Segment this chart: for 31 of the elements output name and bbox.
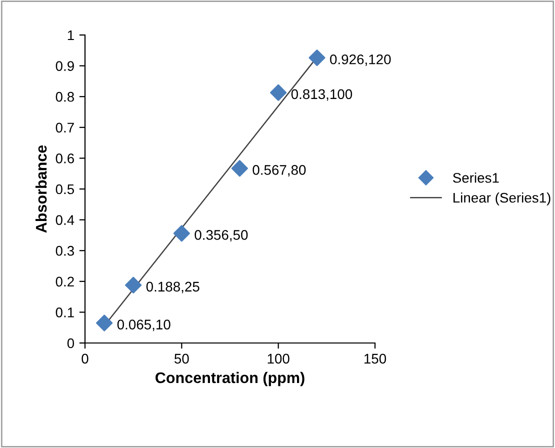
- annotation: 0.813,100: [291, 89, 352, 101]
- point: [173, 225, 190, 242]
- annotation: 0.188,25: [146, 282, 200, 294]
- y-tick-label: 0.1: [56, 308, 74, 318]
- y-tick-label: 0.5: [56, 184, 74, 194]
- annotation: 0.356,50: [194, 230, 248, 242]
- legend-label: Linear (Series1): [454, 192, 550, 206]
- y-tick-label: 0.2: [56, 276, 74, 287]
- y-axis-title: Absorbance: [35, 145, 47, 233]
- y-tick-label: 0: [67, 338, 74, 348]
- point: [96, 314, 113, 332]
- x-axis-title: Concentration (ppm): [156, 372, 304, 386]
- y-tick-label: 0.8: [56, 92, 74, 102]
- x-tick-label: 150: [364, 354, 386, 364]
- point: [270, 84, 287, 101]
- y-tick-label: 1: [68, 30, 74, 40]
- x-tick-label: 0: [82, 354, 88, 364]
- y-tick-label: 0.9: [56, 61, 74, 71]
- y-tick-label: 0.3: [56, 246, 74, 256]
- point: [231, 160, 248, 177]
- point: [308, 49, 326, 66]
- y-tick-label: 0.6: [56, 154, 74, 164]
- legend-label: Series1: [453, 172, 499, 183]
- y-tick-label: 0.7: [56, 122, 74, 133]
- annotation: 0.926,120: [330, 54, 391, 66]
- x-tick-label: 100: [268, 354, 290, 364]
- y-tick-label: 0.4: [56, 215, 74, 225]
- annotation: 0.065,10: [117, 320, 170, 332]
- annotation: 0.567,80: [252, 165, 306, 177]
- point: [125, 276, 142, 294]
- x-tick-label: 50: [174, 354, 189, 364]
